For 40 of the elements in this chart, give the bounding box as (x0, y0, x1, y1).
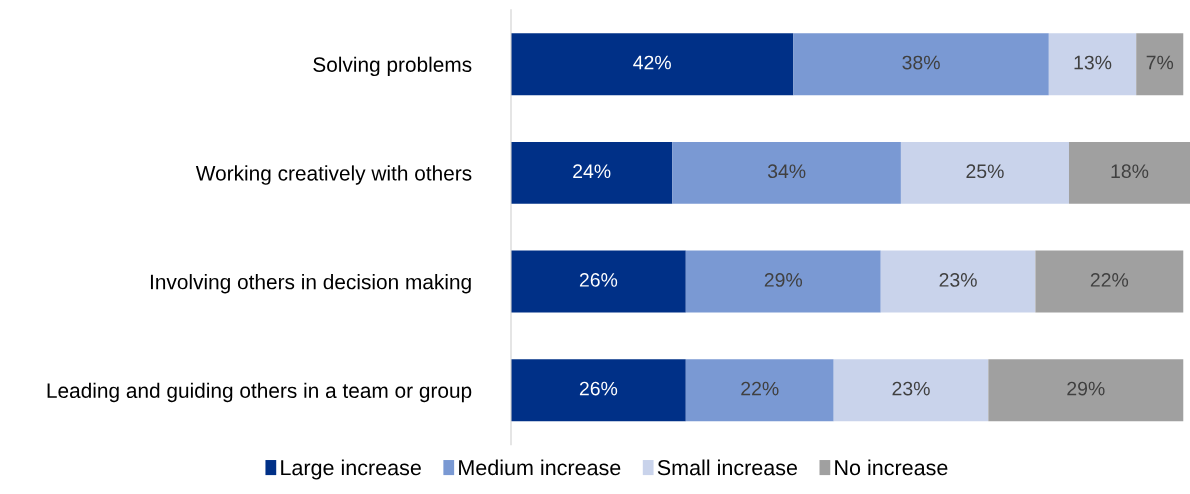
data-label: 22% (741, 381, 779, 396)
bar (1048, 33, 1137, 96)
legend-label: Large increase (281, 459, 421, 480)
data-label: 23% (892, 381, 930, 396)
data-label: 42% (633, 55, 671, 70)
y-tick-label: Working creatively with others (195, 165, 472, 185)
y-tick-label: Solving problems (313, 56, 472, 77)
bar (880, 250, 1036, 313)
bar (1035, 250, 1184, 313)
data-label: 24% (573, 164, 611, 179)
bar (988, 359, 1184, 422)
data-label: 23% (939, 273, 977, 287)
legend-label: Medium increase (459, 459, 621, 476)
bar (833, 359, 989, 422)
data-label: 26% (579, 273, 618, 287)
bar (685, 250, 881, 313)
bar (511, 359, 686, 422)
bar (511, 33, 794, 96)
bar (793, 33, 1049, 96)
data-label: 29% (1067, 381, 1105, 396)
bar (511, 141, 673, 204)
bar (511, 250, 686, 313)
legend-label: Small increase (657, 459, 798, 476)
data-label: 34% (767, 164, 806, 179)
data-label: 25% (966, 164, 1004, 179)
y-tick-label: Leading and guiding others in a team or group (47, 382, 472, 403)
data-label: 26% (579, 381, 618, 396)
bar (1068, 141, 1190, 204)
bar (685, 359, 834, 422)
bar (672, 141, 901, 204)
legend-label: No increase (835, 459, 948, 476)
data-label: 38% (902, 55, 940, 70)
data-label: 13% (1074, 55, 1112, 70)
y-tick-label: Involving others in decision making (150, 274, 471, 294)
bar (1136, 33, 1184, 96)
data-label: 29% (764, 273, 803, 287)
data-label: 22% (1090, 273, 1129, 287)
data-label: 18% (1111, 164, 1149, 179)
bar (900, 141, 1069, 204)
data-label: 7% (1146, 55, 1174, 70)
